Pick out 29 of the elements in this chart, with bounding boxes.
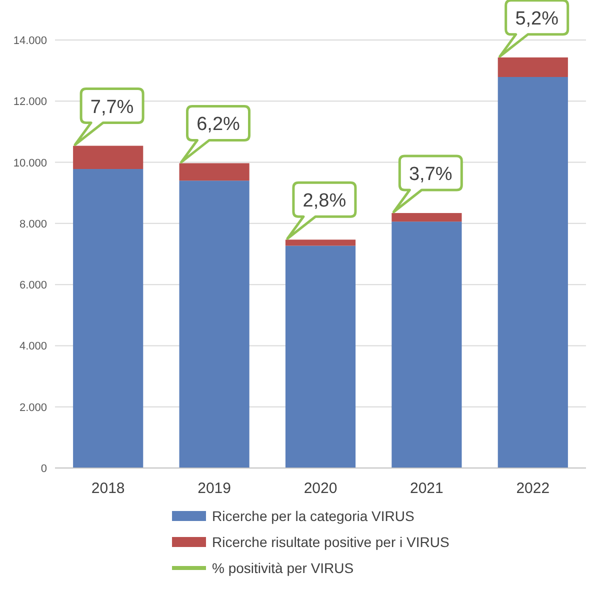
legend-label: Ricerche per la categoria VIRUS bbox=[212, 508, 414, 524]
x-tick-label: 2021 bbox=[410, 480, 444, 497]
annotation: 7,7% bbox=[90, 96, 134, 118]
y-tick-label: 0 bbox=[40, 463, 47, 475]
bar bbox=[285, 246, 356, 468]
bar bbox=[73, 169, 144, 468]
annotation: 2,8% bbox=[302, 190, 346, 212]
y-tick-label: 14.000 bbox=[13, 35, 47, 47]
bar bbox=[392, 213, 462, 222]
bar bbox=[498, 76, 568, 468]
y-tick-label: 8.000 bbox=[19, 218, 47, 230]
y-tick-label: 12.000 bbox=[13, 96, 47, 108]
bar bbox=[392, 222, 462, 468]
annotation: 3,7% bbox=[409, 164, 452, 186]
annotation: 5,2% bbox=[515, 8, 559, 30]
bar bbox=[179, 180, 250, 468]
legend-label: % positività per VIRUS bbox=[212, 560, 354, 576]
y-tick-label: 6.000 bbox=[19, 280, 47, 292]
x-tick-label: 2022 bbox=[516, 480, 550, 497]
x-tick-label: 2018 bbox=[91, 480, 125, 497]
bar bbox=[179, 163, 250, 181]
y-tick-label: 4.000 bbox=[19, 340, 47, 353]
bar bbox=[285, 240, 356, 246]
y-tick-label: 2.000 bbox=[19, 402, 47, 414]
y-tick-label: 10.000 bbox=[13, 157, 47, 170]
annotation: 6,2% bbox=[196, 114, 240, 136]
x-tick-label: 2019 bbox=[198, 480, 231, 497]
x-tick-label: 2020 bbox=[304, 480, 338, 497]
legend-label: Ricerche risultate positive per i VIRUS bbox=[212, 534, 450, 550]
